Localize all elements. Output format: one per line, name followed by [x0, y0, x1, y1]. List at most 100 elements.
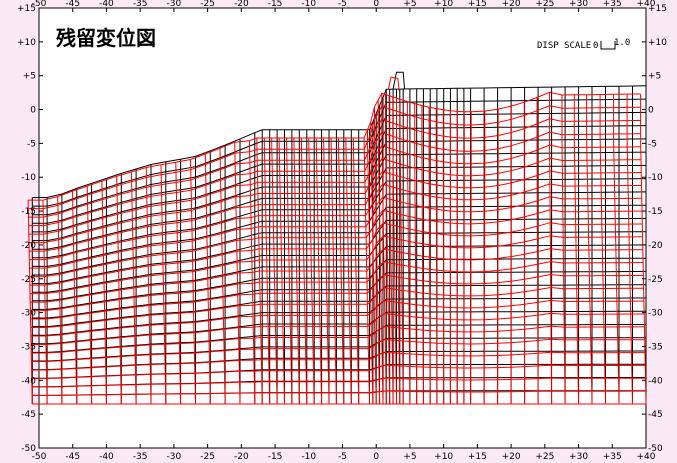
deformed-mesh-column [315, 137, 323, 405]
x-tick-label-bottom: -45 [65, 452, 80, 462]
top-axis-ticks: -50 -45 -40 -35 -30 -25 -20 -15 -10 -5 0 +5 +10 +15 +2… [32, 0, 656, 12]
y-tick-label-left: -30 [21, 309, 36, 319]
x-tick-label-bottom: -25 [200, 452, 215, 462]
deformed-mesh-column [399, 99, 404, 405]
y-tick-label-left: 0 [30, 106, 36, 116]
y-tick-label-right: -10 [648, 173, 663, 183]
deformed-mesh-column [345, 137, 352, 405]
x-tick-label-top: -25 [200, 0, 215, 9]
y-tick-label-left: +5 [23, 72, 36, 82]
deformed-mesh-row [30, 273, 644, 320]
x-tick-label-bottom: +25 [535, 452, 554, 462]
deformed-mesh-column [640, 94, 647, 405]
x-tick-label-bottom: +30 [569, 452, 588, 462]
y-tick-label-left: +10 [17, 38, 36, 48]
deformed-mesh-column [388, 95, 394, 405]
deformed-mesh-column [160, 164, 167, 405]
x-tick-label-top: +20 [502, 0, 521, 9]
y-tick-label-right: -50 [648, 444, 663, 454]
disp-scale-label: DISP SCALE [537, 41, 591, 51]
deformed-mesh-column [381, 93, 387, 405]
original-mesh-row [32, 217, 647, 285]
x-tick-label-top: 0 [373, 0, 379, 9]
original-mesh-row [32, 350, 646, 371]
deformed-mesh-row [29, 170, 642, 252]
deformed-mesh-column [286, 137, 293, 405]
x-tick-label-top: +10 [434, 0, 453, 9]
disp-scale-value: 0 [593, 41, 598, 51]
x-tick-label-top: -50 [32, 0, 47, 9]
y-tick-label-right: -25 [648, 275, 663, 285]
deformed-mesh-row [31, 364, 646, 379]
y-tick-label-left: +15 [17, 4, 36, 14]
original-mesh-row [32, 191, 647, 267]
deformed-mesh-column [573, 94, 580, 405]
deformed-mesh-column [175, 162, 182, 405]
deformed-mesh [27, 76, 647, 405]
x-tick-label-top: -30 [167, 0, 182, 9]
disp-scale-bar-icon [600, 41, 616, 50]
deformed-mesh-column [101, 181, 107, 405]
deformed-mesh-row [29, 209, 643, 278]
deformed-mesh-column [72, 191, 78, 405]
deformed-mesh-row [29, 222, 643, 286]
deformed-mesh-column [392, 96, 397, 405]
deformed-mesh-column [271, 137, 278, 405]
deformed-mesh-column [385, 94, 391, 405]
deformed-mesh-column [278, 137, 285, 405]
deformed-mesh-column [370, 121, 377, 405]
x-tick-label-bottom: -30 [167, 452, 182, 462]
deformed-mesh-column [263, 137, 271, 405]
left-axis-ticks: +15 +10 +5 0 -5 -10 -15 -20 -25 -30 -35 -40 -45 -50 [17, 4, 43, 454]
deformed-mesh-column [374, 106, 381, 405]
x-tick-label-top: -20 [234, 0, 249, 9]
deformed-mesh-column [308, 137, 315, 405]
deformed-mesh-row [29, 196, 642, 269]
x-tick-label-bottom: -50 [32, 452, 47, 462]
deformed-mesh-row [30, 235, 643, 295]
original-mesh-row [32, 178, 647, 259]
y-tick-label-right: -35 [648, 342, 663, 352]
y-tick-label-left: -40 [21, 376, 36, 386]
y-tick-label-left: -15 [21, 207, 36, 217]
deformed-mesh-row [28, 131, 641, 227]
deformed-mesh-row [31, 312, 645, 345]
deformed-mesh-row [28, 105, 641, 210]
x-tick-label-bottom: -35 [133, 452, 148, 462]
y-tick-label-right: +15 [648, 4, 667, 14]
deformed-mesh-column [428, 107, 431, 405]
x-tick-label-top: -35 [133, 0, 148, 9]
deformed-mesh-column [599, 94, 606, 405]
y-tick-label-right: +10 [648, 38, 667, 48]
deformed-mesh-column [536, 97, 539, 405]
x-tick-label-bottom: +5 [403, 452, 416, 462]
deformed-mesh-row [29, 157, 642, 244]
deformed-mesh-row [29, 183, 642, 261]
deformed-mesh-column [256, 137, 263, 405]
y-tick-label-right: -30 [648, 309, 663, 319]
y-tick-label-right: 0 [648, 106, 654, 116]
x-tick-label-bottom: 0 [373, 452, 379, 462]
deformed-mesh-column [219, 148, 226, 405]
deformed-mesh-row [31, 325, 645, 354]
y-tick-label-left: -20 [21, 241, 36, 251]
y-tick-label-right: -5 [648, 139, 657, 149]
deformed-mesh-column [27, 200, 33, 405]
deformed-mesh-column [204, 153, 211, 405]
y-tick-label-right: -20 [648, 241, 663, 251]
x-tick-label-top: -10 [301, 0, 316, 9]
x-tick-label-top: +15 [468, 0, 487, 9]
original-mesh-row [32, 164, 647, 250]
right-axis-ticks: +15 +10 +5 0 -5 -10 -15 -20 -25 -30 -35 -40 -45 -50 [642, 4, 667, 454]
x-tick-label-top: +35 [603, 0, 622, 9]
deformed-mesh-column [549, 92, 553, 405]
x-tick-label-top: -5 [338, 0, 347, 9]
x-tick-label-bottom: -5 [338, 452, 347, 462]
deformed-mesh-row [30, 299, 644, 337]
deformed-mesh-column [248, 140, 256, 405]
deformed-mesh-column [352, 137, 360, 405]
deformed-mesh-column [435, 108, 438, 404]
deformed-mesh-column [234, 142, 241, 405]
y-tick-label-right: -45 [648, 410, 663, 420]
deformed-mesh-row [28, 144, 641, 235]
